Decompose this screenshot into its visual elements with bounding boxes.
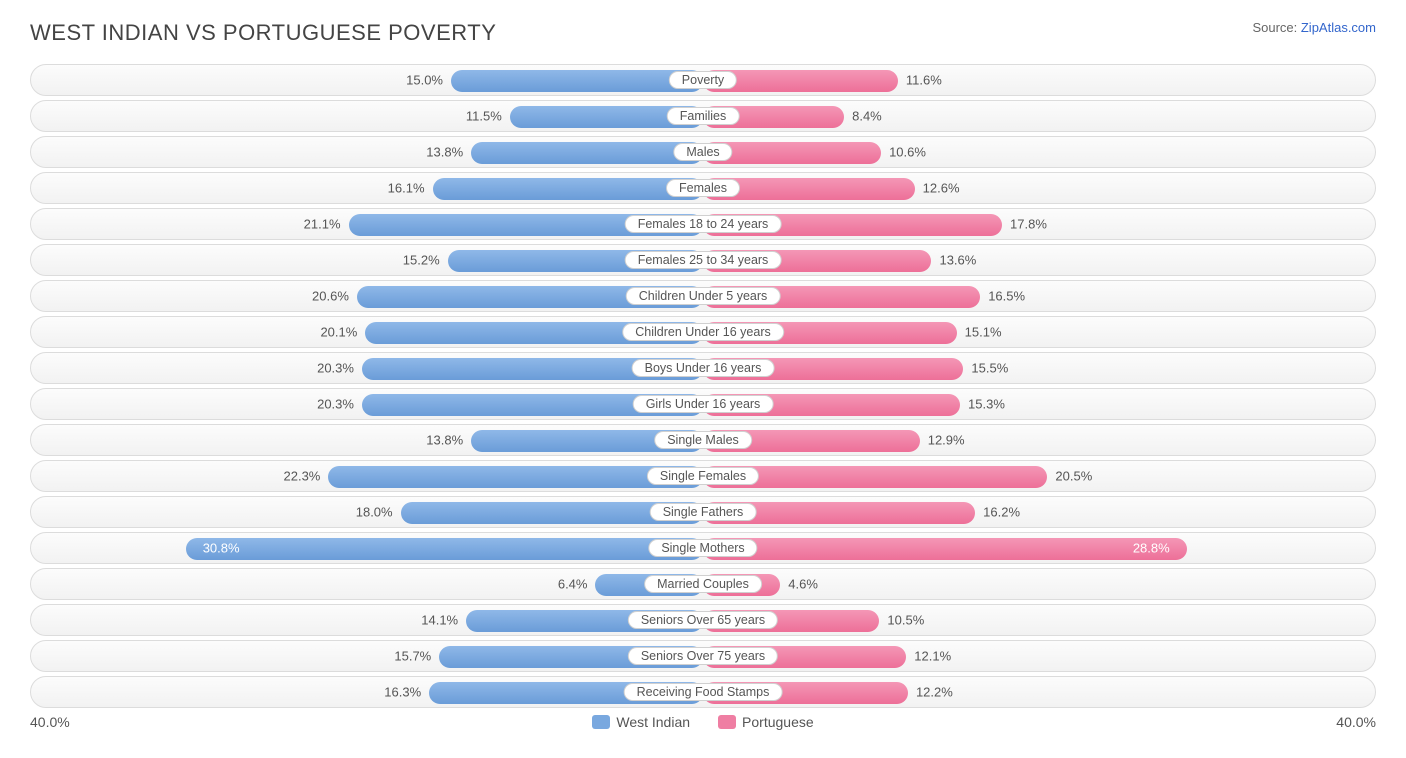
value-left: 20.3% [317, 361, 354, 376]
value-right: 20.5% [1055, 469, 1092, 484]
value-left: 22.3% [284, 469, 321, 484]
value-right: 28.8% [1133, 541, 1170, 556]
axis-max-right: 40.0% [1296, 714, 1376, 730]
chart-title: WEST INDIAN VS PORTUGUESE POVERTY [30, 20, 496, 46]
chart-row: 6.4% 4.6% Married Couples [30, 568, 1376, 600]
row-label: Single Females [647, 467, 759, 485]
bar-left [471, 142, 703, 164]
value-left: 20.3% [317, 397, 354, 412]
value-right: 13.6% [939, 253, 976, 268]
chart-source: Source: ZipAtlas.com [1252, 20, 1376, 35]
chart-row: 11.5% 8.4% Families [30, 100, 1376, 132]
row-label: Seniors Over 65 years [628, 611, 778, 629]
row-label: Children Under 16 years [622, 323, 784, 341]
chart-row: 21.1% 17.8% Females 18 to 24 years [30, 208, 1376, 240]
value-left: 20.6% [312, 289, 349, 304]
legend-swatch-left [592, 715, 610, 729]
axis-max-left: 40.0% [30, 714, 110, 730]
value-right: 12.9% [928, 433, 965, 448]
source-link[interactable]: ZipAtlas.com [1301, 20, 1376, 35]
row-label: Single Fathers [650, 503, 757, 521]
value-right: 12.2% [916, 685, 953, 700]
row-label: Children Under 5 years [626, 287, 781, 305]
value-left: 30.8% [203, 541, 240, 556]
chart-row: 20.3% 15.3% Girls Under 16 years [30, 388, 1376, 420]
row-label: Single Males [654, 431, 752, 449]
chart-row: 20.1% 15.1% Children Under 16 years [30, 316, 1376, 348]
value-right: 17.8% [1010, 217, 1047, 232]
value-right: 16.5% [988, 289, 1025, 304]
chart-row: 20.3% 15.5% Boys Under 16 years [30, 352, 1376, 384]
row-label: Single Mothers [648, 539, 757, 557]
value-right: 10.5% [887, 613, 924, 628]
bar-left [433, 178, 703, 200]
chart-row: 30.8% 28.8% Single Mothers [30, 532, 1376, 564]
row-label: Females 25 to 34 years [625, 251, 782, 269]
value-right: 12.1% [914, 649, 951, 664]
row-label: Married Couples [644, 575, 762, 593]
value-left: 14.1% [421, 613, 458, 628]
row-label: Boys Under 16 years [632, 359, 775, 377]
value-right: 15.3% [968, 397, 1005, 412]
chart-row: 16.1% 12.6% Females [30, 172, 1376, 204]
value-right: 8.4% [852, 109, 882, 124]
bar-right [703, 538, 1187, 560]
value-left: 18.0% [356, 505, 393, 520]
value-left: 16.1% [388, 181, 425, 196]
legend-item-left: West Indian [592, 714, 690, 730]
chart-row: 16.3% 12.2% Receiving Food Stamps [30, 676, 1376, 708]
value-left: 15.0% [406, 73, 443, 88]
value-left: 6.4% [558, 577, 588, 592]
row-label: Males [673, 143, 732, 161]
value-right: 4.6% [788, 577, 818, 592]
bar-left [451, 70, 703, 92]
value-left: 21.1% [304, 217, 341, 232]
chart-row: 14.1% 10.5% Seniors Over 65 years [30, 604, 1376, 636]
legend-swatch-right [718, 715, 736, 729]
source-prefix: Source: [1252, 20, 1300, 35]
chart-row: 13.8% 10.6% Males [30, 136, 1376, 168]
value-right: 15.1% [965, 325, 1002, 340]
chart-row: 22.3% 20.5% Single Females [30, 460, 1376, 492]
value-right: 10.6% [889, 145, 926, 160]
value-left: 11.5% [466, 109, 502, 124]
diverging-bar-chart: 15.0%11.6%Poverty11.5%8.4%Families13.8%1… [30, 64, 1376, 708]
value-left: 13.8% [426, 145, 463, 160]
chart-row: 15.7% 12.1% Seniors Over 75 years [30, 640, 1376, 672]
row-label: Girls Under 16 years [633, 395, 774, 413]
value-left: 15.2% [403, 253, 440, 268]
value-left: 16.3% [384, 685, 421, 700]
value-right: 16.2% [983, 505, 1020, 520]
chart-row: 15.2% 13.6% Females 25 to 34 years [30, 244, 1376, 276]
legend-label-left: West Indian [616, 714, 690, 730]
legend: West Indian Portuguese [592, 714, 813, 730]
chart-row: 15.0% 11.6% Poverty [30, 64, 1376, 96]
value-right: 15.5% [971, 361, 1008, 376]
row-label: Receiving Food Stamps [624, 683, 783, 701]
row-label: Poverty [669, 71, 737, 89]
row-label: Females [666, 179, 740, 197]
value-right: 12.6% [923, 181, 960, 196]
value-left: 20.1% [320, 325, 357, 340]
chart-row: 18.0% 16.2% Single Fathers [30, 496, 1376, 528]
value-left: 15.7% [394, 649, 431, 664]
row-label: Seniors Over 75 years [628, 647, 778, 665]
row-label: Families [667, 107, 740, 125]
value-left: 13.8% [426, 433, 463, 448]
legend-label-right: Portuguese [742, 714, 814, 730]
chart-row: 13.8% 12.9% Single Males [30, 424, 1376, 456]
chart-row: 20.6% 16.5% Children Under 5 years [30, 280, 1376, 312]
bar-left [186, 538, 703, 560]
chart-footer: 40.0% West Indian Portuguese 40.0% [30, 714, 1376, 730]
row-label: Females 18 to 24 years [625, 215, 782, 233]
legend-item-right: Portuguese [718, 714, 814, 730]
chart-header: WEST INDIAN VS PORTUGUESE POVERTY Source… [30, 20, 1376, 46]
value-right: 11.6% [906, 73, 942, 88]
